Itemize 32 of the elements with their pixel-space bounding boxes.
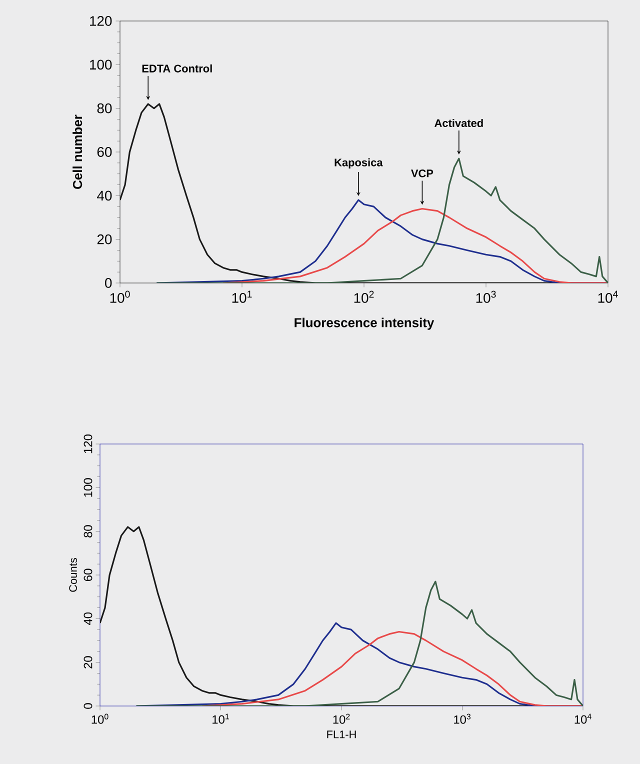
text: EDTA Control bbox=[142, 64, 212, 72]
y-tick-label: 60 bbox=[97, 147, 112, 157]
x-tick-label: 10$^{4}$ bbox=[574, 714, 592, 724]
y-tick-label: 100 bbox=[90, 60, 112, 70]
y-tick-label: 0 bbox=[84, 703, 92, 709]
y-tick-label: 0 bbox=[105, 278, 112, 288]
x-tick-label: 10$^{0}$ bbox=[110, 290, 130, 303]
x-tick-label: 10$^{3}$ bbox=[454, 714, 471, 724]
x-tick-label: 10$^{1}$ bbox=[232, 290, 252, 303]
y-tick-label: 80 bbox=[97, 103, 112, 114]
y-tick-label: 40 bbox=[97, 190, 112, 201]
text: Activated bbox=[434, 118, 483, 128]
x-tick-label: 10$^{0}$ bbox=[92, 714, 108, 724]
x-tick-label: 10$^{3}$ bbox=[476, 290, 496, 303]
y-tick-label: 20 bbox=[84, 656, 92, 668]
x-tick-label: 10$^{1}$ bbox=[212, 714, 229, 724]
y-tick-label: 100 bbox=[84, 478, 92, 497]
y-tick-label: 120 bbox=[90, 16, 112, 26]
y-axis-title: Counts bbox=[69, 558, 77, 592]
x-tick-label: 10$^{2}$ bbox=[333, 714, 350, 724]
y-tick-label: 60 bbox=[84, 568, 92, 582]
x-axis-title: Fluorescence intensity bbox=[294, 318, 434, 330]
y-axis-title: Cell number bbox=[72, 114, 82, 189]
x-tick-label: 10$^{2}$ bbox=[354, 290, 374, 303]
text: VCP bbox=[411, 169, 434, 178]
text: Kaposica bbox=[334, 158, 383, 168]
y-tick-label: 20 bbox=[97, 234, 112, 244]
y-tick-label: 80 bbox=[84, 525, 92, 538]
y-tick-label: 40 bbox=[84, 612, 92, 626]
y-tick-label: 120 bbox=[84, 434, 92, 454]
x-tick-label: 10$^{4}$ bbox=[598, 290, 618, 303]
x-axis-title: FL1-H bbox=[327, 730, 356, 738]
